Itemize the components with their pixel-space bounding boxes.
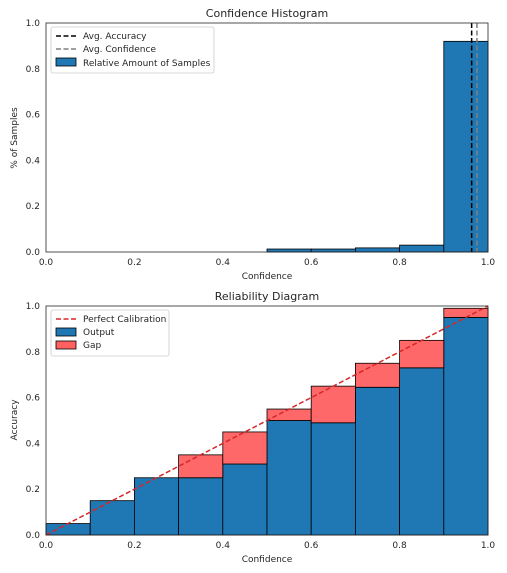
legend-avg-accuracy-label: Avg. Accuracy [83, 32, 147, 42]
reliability-diagram-chart: Reliability Diagram Confidence Accuracy … [10, 290, 495, 565]
legend-samples-label: Relative Amount of Samples [83, 59, 211, 69]
histogram-legend-box [50, 26, 215, 74]
reliability-y-axis-label: Accuracy [10, 399, 20, 441]
reliability-x-tick-label: 0.2 [127, 541, 141, 551]
reliability-x-tick-label: 0.4 [216, 541, 231, 551]
output-bar [354, 386, 400, 536]
legend-gap-swatch [55, 340, 77, 350]
histogram-x-tick-label: 0.4 [216, 258, 231, 268]
histogram-x-tick-label: 0.6 [304, 258, 319, 268]
histogram-bar [443, 40, 489, 253]
reliability-x-tick-label: 0.8 [392, 541, 407, 551]
histogram-x-tick-label: 0.0 [39, 258, 54, 268]
confidence-histogram-chart: Confidence Histogram Confidence % of Sam… [10, 7, 495, 282]
histogram-y-tick-label: 0.8 [26, 65, 41, 75]
histogram-y-axis-label: % of Samples [10, 107, 20, 169]
reliability-y-tick-label: 0.4 [26, 439, 41, 449]
reliability-x-tick-label: 1.0 [481, 541, 496, 551]
legend-gap-label: Gap [83, 341, 101, 351]
output-bar [443, 317, 489, 536]
reliability-title: Reliability Diagram [215, 290, 319, 303]
histogram-legend: Avg. Accuracy Avg. Confidence Relative A… [50, 26, 215, 74]
legend-perfect-calibration-label: Perfect Calibration [83, 315, 166, 325]
histogram-x-tick-label: 1.0 [481, 258, 496, 268]
output-bar [89, 500, 135, 536]
histogram-bar [354, 247, 400, 253]
output-bar [266, 420, 312, 536]
histogram-title: Confidence Histogram [206, 7, 328, 20]
reliability-legend: Perfect Calibration Output Gap [50, 309, 170, 357]
histogram-x-tick-label: 0.8 [392, 258, 407, 268]
legend-samples-swatch [55, 57, 77, 67]
histogram-x-tick-label: 0.2 [127, 258, 141, 268]
legend-avg-confidence-label: Avg. Confidence [83, 45, 156, 55]
reliability-x-tick-label: 0.6 [304, 541, 319, 551]
reliability-y-tick-label: 0.2 [26, 485, 40, 495]
histogram-y-tick-label: 0.6 [26, 111, 41, 121]
histogram-y-tick-label: 0.4 [26, 156, 41, 166]
gap-bar [222, 431, 268, 465]
output-bar [222, 463, 268, 536]
gap-bar [178, 454, 224, 479]
reliability-y-tick-label: 0.6 [26, 394, 41, 404]
gap-bar [310, 385, 356, 424]
gap-bar [354, 362, 400, 388]
output-bar [399, 367, 445, 536]
histogram-x-axis-label: Confidence [242, 272, 293, 282]
output-bar [310, 422, 356, 536]
histogram-y-tick-label: 0.0 [26, 248, 41, 258]
histogram-bar [399, 244, 445, 253]
reliability-y-tick-label: 0.8 [26, 348, 41, 358]
output-bar [45, 523, 91, 536]
reliability-x-tick-label: 0.0 [39, 541, 54, 551]
histogram-y-tick-label: 0.2 [26, 202, 40, 212]
gap-bar [266, 408, 312, 421]
reliability-y-tick-label: 1.0 [26, 302, 41, 312]
histogram-y-tick-label: 1.0 [26, 19, 41, 29]
gap-bar [399, 339, 445, 369]
perfect-calibration-line [45, 305, 489, 536]
histogram-plot-frame [45, 22, 489, 253]
reliability-legend-box [50, 309, 170, 357]
reliability-y-tick-label: 0.0 [26, 531, 41, 541]
reliability-plot-frame [45, 305, 489, 536]
histogram-bar [266, 248, 312, 253]
legend-output-swatch [55, 327, 77, 337]
legend-output-label: Output [83, 328, 115, 338]
output-bar [178, 477, 224, 536]
reliability-x-axis-label: Confidence [242, 555, 293, 565]
histogram-bar [310, 248, 356, 253]
